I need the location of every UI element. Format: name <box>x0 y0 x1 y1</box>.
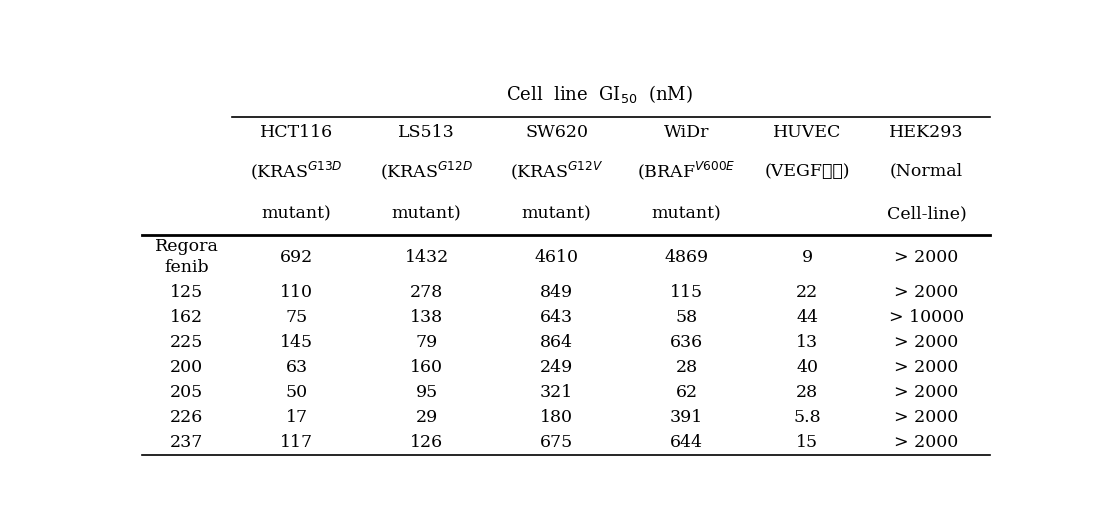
Text: 9: 9 <box>802 249 813 266</box>
Text: 864: 864 <box>540 334 573 351</box>
Text: mutant): mutant) <box>391 205 462 222</box>
Text: 643: 643 <box>540 309 573 326</box>
Text: 200: 200 <box>170 359 204 376</box>
Text: 4610: 4610 <box>534 249 579 266</box>
Text: > 2000: > 2000 <box>895 409 959 426</box>
Text: 115: 115 <box>670 284 703 301</box>
Text: 849: 849 <box>540 284 573 301</box>
Text: 278: 278 <box>410 284 443 301</box>
Text: 249: 249 <box>540 359 573 376</box>
Text: 145: 145 <box>280 334 313 351</box>
Text: 636: 636 <box>670 334 703 351</box>
Text: 1432: 1432 <box>404 249 449 266</box>
Text: 15: 15 <box>797 434 819 451</box>
Text: 162: 162 <box>170 309 204 326</box>
Text: > 2000: > 2000 <box>895 249 959 266</box>
Text: 5.8: 5.8 <box>793 409 821 426</box>
Text: 110: 110 <box>280 284 313 301</box>
Text: 75: 75 <box>285 309 307 326</box>
Text: mutant): mutant) <box>261 205 332 222</box>
Text: mutant): mutant) <box>521 205 592 222</box>
Text: Cell-line): Cell-line) <box>887 205 966 222</box>
Text: (Normal: (Normal <box>890 163 963 180</box>
Text: Regora
fenib: Regora fenib <box>155 238 218 276</box>
Text: (KRAS$^{G12D}$: (KRAS$^{G12D}$ <box>380 160 473 182</box>
Text: > 2000: > 2000 <box>895 284 959 301</box>
Text: 125: 125 <box>170 284 204 301</box>
Text: 62: 62 <box>676 384 698 401</box>
Text: 29: 29 <box>415 409 437 426</box>
Text: (BRAF$^{V600E}$: (BRAF$^{V600E}$ <box>637 160 736 182</box>
Text: > 2000: > 2000 <box>895 359 959 376</box>
Text: 22: 22 <box>796 284 819 301</box>
Text: 44: 44 <box>797 309 819 326</box>
Text: 13: 13 <box>797 334 819 351</box>
Text: HCT116: HCT116 <box>260 124 333 141</box>
Text: HEK293: HEK293 <box>889 124 964 141</box>
Text: (VEGF처리): (VEGF처리) <box>765 163 850 180</box>
Text: 4869: 4869 <box>665 249 709 266</box>
Text: 180: 180 <box>540 409 573 426</box>
Text: 28: 28 <box>676 359 698 376</box>
Text: (KRAS$^{G12V}$: (KRAS$^{G12V}$ <box>510 160 603 182</box>
Text: 126: 126 <box>410 434 443 451</box>
Text: 226: 226 <box>170 409 204 426</box>
Text: > 2000: > 2000 <box>895 384 959 401</box>
Text: 117: 117 <box>280 434 313 451</box>
Text: (KRAS$^{G13D}$: (KRAS$^{G13D}$ <box>250 160 343 182</box>
Text: 205: 205 <box>170 384 204 401</box>
Text: 138: 138 <box>410 309 443 326</box>
Text: SW620: SW620 <box>526 124 588 141</box>
Text: 63: 63 <box>285 359 307 376</box>
Text: LS513: LS513 <box>398 124 455 141</box>
Text: > 10000: > 10000 <box>889 309 964 326</box>
Text: 95: 95 <box>415 384 437 401</box>
Text: 225: 225 <box>170 334 204 351</box>
Text: HUVEC: HUVEC <box>774 124 842 141</box>
Text: > 2000: > 2000 <box>895 334 959 351</box>
Text: 692: 692 <box>280 249 313 266</box>
Text: 40: 40 <box>797 359 819 376</box>
Text: 675: 675 <box>540 434 573 451</box>
Text: 17: 17 <box>285 409 307 426</box>
Text: Cell  line  GI$_{50}$  (nM): Cell line GI$_{50}$ (nM) <box>506 84 693 105</box>
Text: 237: 237 <box>170 434 204 451</box>
Text: WiDr: WiDr <box>663 124 710 141</box>
Text: > 2000: > 2000 <box>895 434 959 451</box>
Text: 391: 391 <box>670 409 703 426</box>
Text: 50: 50 <box>285 384 307 401</box>
Text: 160: 160 <box>410 359 443 376</box>
Text: mutant): mutant) <box>651 205 722 222</box>
Text: 321: 321 <box>540 384 573 401</box>
Text: 644: 644 <box>670 434 703 451</box>
Text: 58: 58 <box>676 309 698 326</box>
Text: 79: 79 <box>415 334 437 351</box>
Text: 28: 28 <box>797 384 819 401</box>
